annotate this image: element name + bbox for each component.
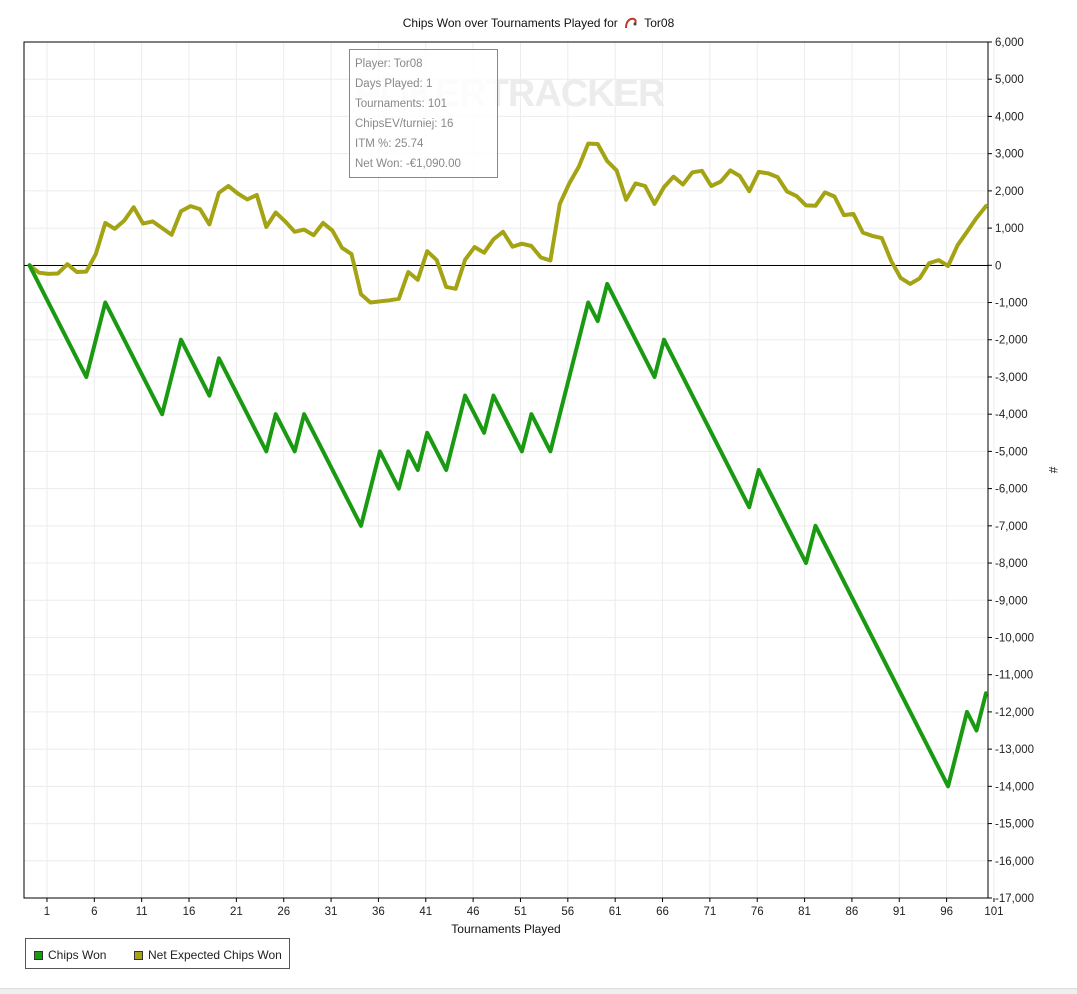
legend-item-net-expected[interactable]: Net Expected Chips Won (134, 948, 282, 962)
y-tick-label: -12,000 (995, 707, 1034, 719)
x-tick-label: 26 (277, 906, 290, 918)
tooltip-player: Player: Tor08 (355, 58, 423, 70)
tooltip-net-won: Net Won: -€1,090.00 (355, 158, 461, 170)
x-tick-label: 1 (44, 906, 50, 918)
y-tick-label: -4,000 (995, 409, 1028, 421)
y-tick-label: 0 (995, 260, 1001, 272)
legend-item-chips-won[interactable]: Chips Won (34, 948, 106, 962)
y-tick-label: -6,000 (995, 484, 1028, 496)
x-tick-label: 11 (136, 906, 148, 918)
legend-label-chips-won: Chips Won (48, 948, 107, 962)
legend-swatch-chips-won (34, 950, 43, 960)
y-tick-label: 4,000 (995, 111, 1024, 123)
y-tick-label: 3,000 (995, 149, 1024, 161)
series-line-chips-won (27, 263, 988, 789)
legend-swatch-net-expected (134, 950, 143, 960)
window-bottom-edge (0, 988, 1077, 994)
y-tick-label: -16,000 (995, 856, 1034, 868)
y-tick-label: -1,000 (995, 298, 1028, 310)
grid-lines (24, 41, 995, 899)
tooltip-chips-ev: ChipsEV/turniej: 16 (355, 118, 454, 130)
x-axis-title: Tournaments Played (451, 922, 560, 936)
x-tick-label: 71 (703, 906, 716, 918)
chart-title-prefix: Chips Won over Tournaments Played for (402, 16, 618, 30)
x-tick-label: 101 (984, 906, 1003, 918)
x-tick-label: 46 (467, 906, 480, 918)
y-tick-label: -10,000 (995, 632, 1034, 644)
x-tick-label: 6 (91, 906, 97, 918)
x-tick-label: 86 (846, 906, 859, 918)
y-tick-label: -5,000 (995, 446, 1028, 458)
x-tick-label: 51 (514, 906, 527, 918)
x-tick-label: 81 (798, 906, 811, 918)
legend-label-net-expected: Net Expected Chips Won (148, 948, 282, 962)
x-tick-label: 21 (230, 906, 243, 918)
tooltip-tournaments: Tournaments: 101 (355, 98, 448, 110)
x-tick-label: 61 (609, 906, 622, 918)
x-tick-label: 31 (325, 906, 338, 918)
y-tick-label: -14,000 (995, 781, 1034, 793)
player-stats-tooltip: Player: Tor08 Days Played: 1 Tournaments… (349, 49, 498, 178)
series-layer (27, 141, 988, 789)
y-tick-label: -8,000 (995, 558, 1028, 570)
plot-border (23, 41, 989, 899)
tooltip-itm: ITM %: 25.74 (355, 138, 424, 150)
y-tick-label: 6,000 (995, 37, 1024, 49)
y-tick-label: -9,000 (995, 595, 1028, 607)
y-tick-label: 1,000 (995, 223, 1024, 235)
y-tick-label: -7,000 (995, 521, 1028, 533)
chart-legend: Chips Won Net Expected Chips Won (25, 938, 290, 969)
chart-title-player: Tor08 (644, 16, 675, 30)
y-tick-label: -3,000 (995, 372, 1028, 384)
y-tick-label: -2,000 (995, 335, 1028, 347)
tooltip-days-played: Days Played: 1 (355, 78, 433, 90)
y-tick-label: 2,000 (995, 186, 1024, 198)
y-tick-label: -11,000 (995, 670, 1033, 682)
chart-title: Chips Won over Tournaments Played for To… (0, 16, 1077, 30)
player-note-icon (624, 17, 638, 29)
y-tick-label: -17,000 (995, 893, 1034, 905)
x-tick-label: 16 (183, 906, 196, 918)
x-tick-label: 76 (751, 906, 764, 918)
x-tick-label: 96 (940, 906, 953, 918)
x-tick-label: 91 (893, 906, 906, 918)
y-axis-ticks: 6,000 5,000 4,000 3,000 2,000 1,000 0 -1,000 -2,… (988, 37, 1034, 905)
x-axis-ticks: 1 6 11 16 21 26 31 36 41 46 51 56 61 66 71 76 81 86 91 96 10… (44, 898, 1004, 918)
y-tick-label: -15,000 (995, 819, 1034, 831)
x-tick-label: 56 (561, 906, 574, 918)
x-tick-label: 41 (419, 906, 432, 918)
y-axis-title: # (1046, 467, 1060, 474)
y-tick-label: 5,000 (995, 74, 1024, 86)
y-tick-label: -13,000 (995, 744, 1034, 756)
x-tick-label: 66 (656, 906, 669, 918)
series-line-net-expected (27, 141, 988, 305)
x-tick-label: 36 (372, 906, 385, 918)
